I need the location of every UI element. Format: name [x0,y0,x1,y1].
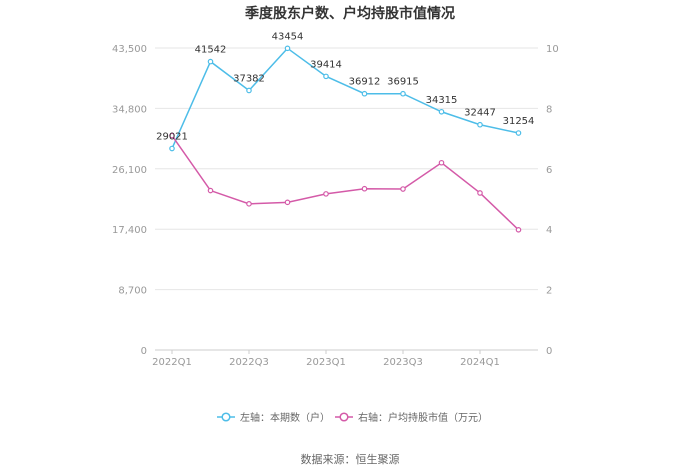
y-right-tick-label: 0 [546,346,552,357]
data-point [515,130,522,136]
data-point [361,185,368,192]
data-labels: 29021 41542 37382 43454 39414 36912 36915 34315… [156,31,534,142]
axes: 0 8,700 17,400 26,100 34,800 43,500 0 2 4 6 8 10 202… [112,44,559,368]
y-left-tick-label: 34,800 [112,104,147,115]
data-point [207,187,214,194]
data-label: 39414 [310,59,342,70]
data-point [284,45,291,52]
y-left-tick-label: 0 [141,346,147,357]
legend-swatch-marker [221,412,231,422]
series-group [169,45,522,233]
x-tick-label: 2023Q1 [306,357,346,368]
legend-swatch-marker [339,412,349,422]
data-point [400,186,406,192]
x-tick-label: 2022Q1 [152,357,192,368]
data-point [207,58,214,65]
legend: 左轴：本期数（户） 右轴：户均持股市值（万元） [217,411,488,424]
y-left-tick-label: 17,400 [112,225,147,236]
data-point [246,201,252,207]
data-point [515,227,522,233]
grid [155,47,538,291]
legend-label: 右轴：户均持股市值（万元） [358,411,488,424]
data-point [323,73,329,80]
chart-title: 季度股东户数、户均持股市值情况 [244,5,455,22]
y-right-tick-label: 2 [546,286,552,297]
data-point [323,191,329,197]
legend-label: 左轴：本期数（户） [240,411,330,424]
series-line-2 [171,135,520,231]
data-point [284,199,291,206]
y-left-tick-label: 26,100 [112,165,147,176]
data-label: 32447 [464,108,496,119]
x-tick-label: 2023Q3 [383,357,423,368]
data-point [169,145,175,152]
data-point [438,159,445,166]
y-right-tick-label: 10 [546,44,559,55]
data-label: 29021 [156,132,188,143]
x-tick-label: 2024Q1 [460,357,500,368]
data-point [477,190,483,196]
data-point [400,90,406,97]
x-tick-label: 2022Q3 [229,357,269,368]
data-label: 41542 [195,45,227,56]
data-point [477,121,483,128]
data-point [169,132,175,139]
y-left-tick-label: 8,700 [118,286,147,297]
data-point [246,87,252,94]
y-left-tick-label: 43,500 [112,44,147,55]
data-label: 34315 [426,95,458,106]
data-label: 43454 [272,31,304,42]
data-label: 31254 [503,116,535,127]
y-right-tick-label: 4 [546,225,552,236]
data-point [438,108,445,115]
data-point [361,90,368,97]
y-right-tick-label: 6 [546,165,552,176]
data-label: 36915 [387,77,419,88]
series-line-1 [171,47,519,149]
source-note: 数据来源：恒生聚源 [301,452,400,466]
y-right-tick-label: 8 [546,104,552,115]
data-label: 37382 [233,73,265,84]
data-label: 36912 [349,77,381,88]
